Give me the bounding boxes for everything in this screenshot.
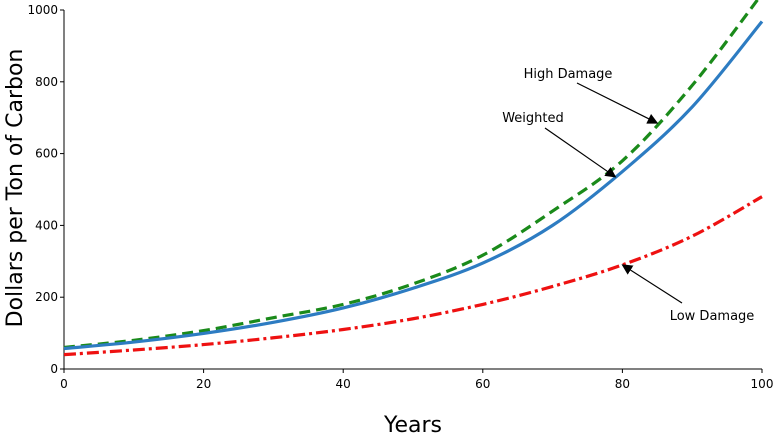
weighted-annotation-arrow xyxy=(544,127,617,178)
x-tick-label: 20 xyxy=(196,377,211,391)
low-damage-line xyxy=(63,195,763,357)
y-tick-label: 1000 xyxy=(27,3,58,17)
y-tick-label: 200 xyxy=(35,290,58,304)
y-tick-label: 400 xyxy=(35,218,58,232)
y-tick-label: 800 xyxy=(35,75,58,89)
weighted-annotation-label: Weighted xyxy=(502,111,564,126)
x-tick-label: 80 xyxy=(615,377,630,391)
high-damage-line xyxy=(63,0,760,350)
x-tick-label: 0 xyxy=(60,377,68,391)
high-damage-annotation-arrow xyxy=(576,82,659,124)
x-tick-label: 40 xyxy=(336,377,351,391)
axes xyxy=(63,10,762,370)
annotations: High Damage Weighted Low Damage xyxy=(502,67,754,324)
series-lines xyxy=(63,0,764,357)
x-axis-title: Years xyxy=(383,413,442,436)
low-damage-annotation-arrow xyxy=(621,264,683,304)
x-tick-label: 100 xyxy=(751,377,774,391)
low-damage-annotation-label: Low Damage xyxy=(670,309,755,324)
weighted-line xyxy=(63,20,764,351)
y-tick-label: 0 xyxy=(50,362,58,376)
high-damage-annotation-label: High Damage xyxy=(524,67,613,82)
y-tick-label: 600 xyxy=(35,147,58,161)
x-tick-label: 60 xyxy=(475,377,490,391)
y-axis-title: Dollars per Ton of Carbon xyxy=(3,49,28,328)
